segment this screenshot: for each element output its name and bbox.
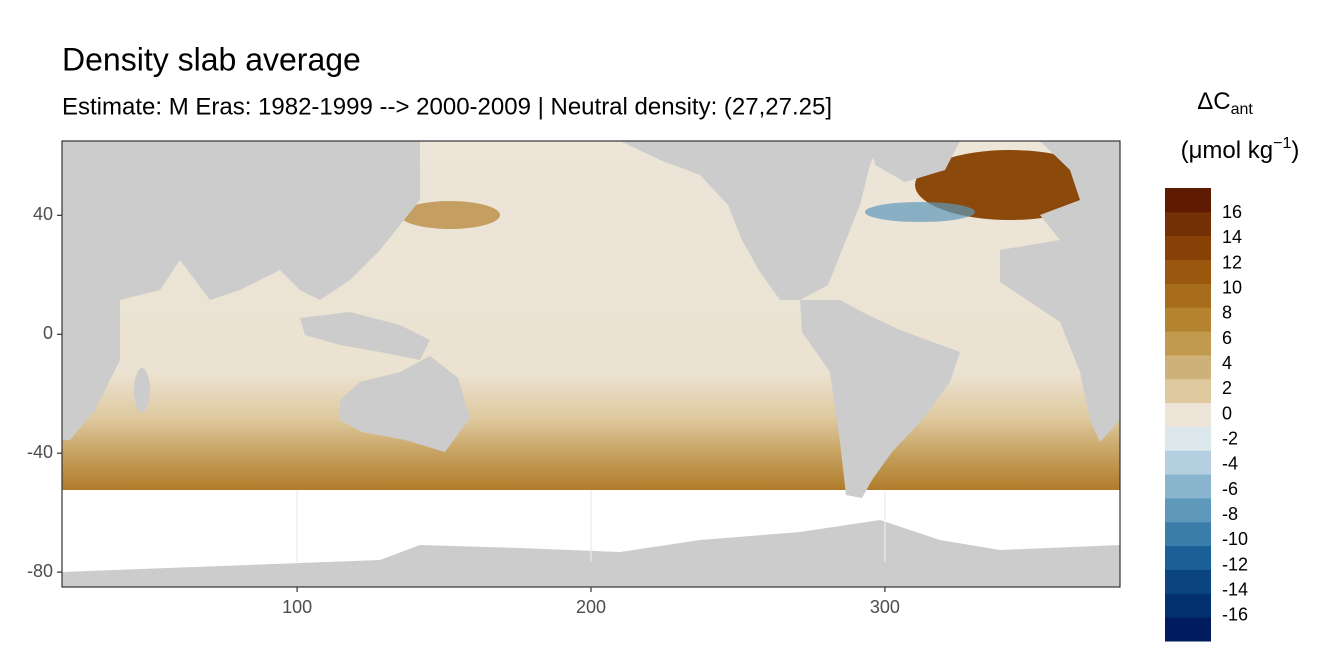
legend-color-step xyxy=(1165,235,1211,261)
x-tick-label: 300 xyxy=(870,597,900,617)
legend-unit-superscript: −1 xyxy=(1273,135,1291,152)
legend-label: -16 xyxy=(1222,605,1248,625)
y-tick-label: 0 xyxy=(43,323,53,343)
legend-label: 8 xyxy=(1222,303,1232,323)
legend-label: -8 xyxy=(1222,504,1238,524)
legend-label: -2 xyxy=(1222,428,1238,448)
legend-label: 16 xyxy=(1222,202,1242,222)
chart-subtitle: Estimate: M Eras: 1982-1999 --> 2000-200… xyxy=(62,93,832,120)
x-tick-label: 200 xyxy=(576,597,606,617)
gulf-stream-patch xyxy=(865,202,975,222)
legend-label: -6 xyxy=(1222,479,1238,499)
legend-color-step xyxy=(1165,474,1211,499)
y-tick-label: -40 xyxy=(27,442,53,462)
x-tick-label: 100 xyxy=(282,597,312,617)
north-atlantic-patch xyxy=(915,150,1105,220)
legend-color-step xyxy=(1165,211,1211,237)
legend-title-symbol: ΔC xyxy=(1197,88,1230,115)
kuroshio-patch xyxy=(400,201,500,229)
legend-label: -10 xyxy=(1222,529,1248,549)
legend-color-step xyxy=(1165,593,1211,618)
legend-label: 10 xyxy=(1222,277,1242,297)
land xyxy=(62,141,1120,587)
legend-title-subscript: ant xyxy=(1231,101,1254,118)
legend-color-step xyxy=(1165,426,1211,451)
legend-color-step xyxy=(1165,569,1211,594)
legend-label: 2 xyxy=(1222,378,1232,398)
legend-label: 14 xyxy=(1222,227,1242,247)
legend-color-step xyxy=(1165,545,1211,570)
legend-color-step xyxy=(1165,378,1211,404)
legend-label: -14 xyxy=(1222,579,1248,599)
legend-color-step xyxy=(1165,354,1211,380)
legend-unit-close: ) xyxy=(1291,137,1299,164)
legend-color-step xyxy=(1165,450,1211,475)
legend-color-step xyxy=(1165,259,1211,284)
legend-color-step xyxy=(1165,307,1211,332)
legend-color-step xyxy=(1165,521,1211,547)
y-tick-label: 40 xyxy=(33,204,53,224)
legend-label: -4 xyxy=(1222,454,1238,474)
y-tick-label: -80 xyxy=(27,561,53,581)
legend-color-step xyxy=(1165,331,1211,356)
chart-title: Density slab average xyxy=(62,41,361,77)
legend-title: ΔCant xyxy=(1197,88,1253,118)
legend-unit: (μmol kg−1) xyxy=(1181,135,1300,164)
legend-color-step xyxy=(1165,188,1211,213)
legend-label: 12 xyxy=(1222,252,1242,272)
legend-color-step xyxy=(1165,617,1211,642)
legend-label: 0 xyxy=(1222,403,1232,423)
legend-label: -12 xyxy=(1222,554,1248,574)
legend-color-step xyxy=(1165,497,1211,523)
legend-color-step xyxy=(1165,283,1211,308)
legend-label: 6 xyxy=(1222,328,1232,348)
legend-color-step xyxy=(1165,402,1211,427)
legend-label: 4 xyxy=(1222,353,1232,373)
map xyxy=(62,141,1120,587)
legend-unit-text: (μmol kg xyxy=(1181,137,1274,164)
